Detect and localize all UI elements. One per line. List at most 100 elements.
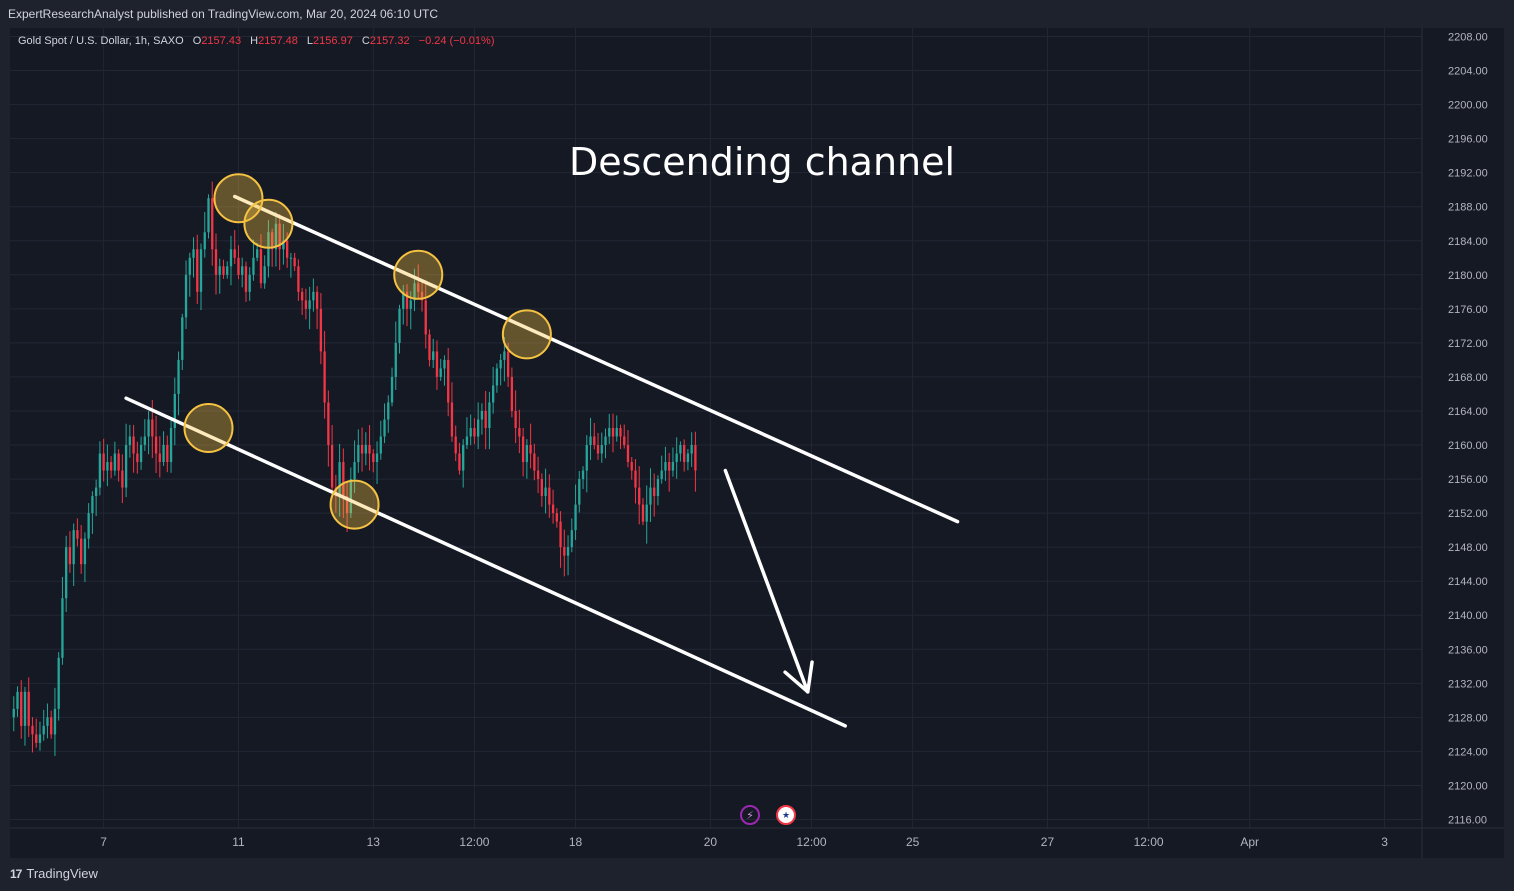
low-label: L bbox=[306, 35, 314, 47]
touch-point-circle[interactable] bbox=[213, 173, 264, 224]
candle-body bbox=[533, 453, 536, 471]
top-bar: ExpertResearchAnalyst published on Tradi… bbox=[0, 0, 1514, 28]
price-tick-label: 2148.00 bbox=[1448, 542, 1488, 554]
candle-body bbox=[473, 428, 476, 437]
candle-body bbox=[394, 342, 397, 377]
candle-body bbox=[683, 445, 686, 463]
candle-body bbox=[113, 453, 117, 471]
candle-body bbox=[192, 249, 195, 258]
candle-body bbox=[252, 257, 255, 275]
chart-pane[interactable]: 2116.00 2120.00 2124.00 2128.00 2132.00 2136.… bbox=[10, 28, 1504, 858]
price-chart[interactable]: 2116.00 2120.00 2124.00 2128.00 2132.00 2136.… bbox=[10, 28, 1504, 858]
us-flag-icon[interactable]: ★ bbox=[776, 805, 796, 825]
candle-body bbox=[469, 428, 472, 437]
forecast-arrow-head[interactable] bbox=[806, 660, 814, 694]
touch-point-circle[interactable] bbox=[393, 249, 444, 300]
candle-body bbox=[372, 453, 375, 463]
candle-body bbox=[57, 657, 60, 709]
candle-body bbox=[694, 445, 697, 471]
touch-point-circle[interactable] bbox=[501, 309, 552, 360]
candle-body bbox=[506, 351, 510, 377]
forecast-arrow-line[interactable] bbox=[723, 468, 810, 694]
high-value: 2157.48 bbox=[258, 35, 298, 47]
candle-body bbox=[375, 453, 379, 463]
candle-body bbox=[334, 487, 338, 497]
grid bbox=[10, 28, 1422, 828]
candle-body bbox=[31, 725, 34, 735]
candle-body bbox=[390, 376, 394, 403]
touch-point-circle[interactable] bbox=[243, 198, 294, 249]
candle-body bbox=[585, 445, 588, 471]
symbol-name: Gold Spot / U.S. Dollar, 1h, SAXO bbox=[18, 35, 184, 47]
candle-body bbox=[432, 351, 435, 360]
drawings[interactable] bbox=[124, 173, 960, 728]
symbol-legend[interactable]: Gold Spot / U.S. Dollar, 1h, SAXO O2157.… bbox=[18, 35, 495, 47]
candle-body bbox=[353, 462, 356, 480]
candle-body bbox=[510, 376, 514, 411]
time-tick-label: 20 bbox=[704, 835, 718, 849]
candle-body bbox=[188, 257, 191, 275]
candle-body bbox=[147, 419, 150, 437]
annotation-title[interactable]: Descending channel bbox=[569, 140, 955, 184]
price-tick-label: 2160.00 bbox=[1448, 440, 1488, 452]
candle-body bbox=[241, 266, 244, 275]
time-tick-label: 25 bbox=[906, 835, 920, 849]
candle-body bbox=[117, 453, 120, 471]
candle-body bbox=[169, 428, 173, 463]
candle-body bbox=[267, 232, 270, 267]
candle-body bbox=[641, 504, 645, 522]
candle-body bbox=[405, 291, 409, 309]
candle-body bbox=[181, 317, 184, 360]
touch-point-circle[interactable] bbox=[329, 479, 380, 530]
candle-body bbox=[574, 504, 577, 531]
candle-body bbox=[623, 436, 626, 446]
channel-upper-line[interactable] bbox=[232, 194, 960, 524]
candle-body bbox=[244, 266, 248, 292]
candle-body bbox=[80, 538, 83, 565]
candles bbox=[12, 181, 697, 756]
candle-body bbox=[675, 453, 678, 463]
candle-body bbox=[450, 402, 454, 437]
candle-body bbox=[417, 283, 420, 292]
candle-body bbox=[477, 419, 480, 437]
candle-body bbox=[357, 445, 360, 463]
candle-body bbox=[274, 223, 278, 250]
candle-body bbox=[551, 504, 555, 514]
candle-body bbox=[278, 223, 281, 250]
touch-point-circle[interactable] bbox=[183, 403, 234, 453]
price-tick-label: 2132.00 bbox=[1448, 678, 1488, 690]
candle-body bbox=[536, 470, 540, 480]
candle-body bbox=[102, 453, 105, 471]
price-tick-label: 2144.00 bbox=[1448, 576, 1488, 588]
candle-body bbox=[548, 487, 551, 505]
candle-body bbox=[83, 538, 87, 565]
candle-body bbox=[143, 436, 146, 446]
candle-body bbox=[91, 496, 94, 514]
lightning-icon[interactable]: ⚡ bbox=[740, 805, 760, 825]
open-value: 2157.43 bbox=[201, 35, 242, 47]
change-value: −0.24 (−0.01%) bbox=[418, 35, 495, 47]
channel-lower-line[interactable] bbox=[124, 396, 847, 728]
candle-body bbox=[76, 530, 79, 539]
bottom-bar bbox=[0, 858, 1514, 891]
candle-body bbox=[166, 445, 169, 463]
candle-body bbox=[271, 232, 274, 250]
candle-body bbox=[364, 445, 367, 454]
price-tick-label: 2176.00 bbox=[1448, 304, 1488, 316]
forecast-arrow-head[interactable] bbox=[783, 670, 810, 694]
candle-body bbox=[72, 530, 75, 565]
candle-body bbox=[349, 479, 352, 514]
tradingview-logo[interactable]: 17 TradingView bbox=[10, 866, 98, 881]
low-value: 2156.97 bbox=[313, 35, 353, 47]
time-tick-label: 12:00 bbox=[1134, 835, 1164, 849]
candle-body bbox=[424, 300, 427, 335]
candle-body bbox=[499, 359, 502, 369]
time-tick-label: 7 bbox=[100, 835, 107, 849]
candle-body bbox=[207, 198, 210, 233]
time-tick-label: 18 bbox=[569, 835, 583, 849]
publish-info: ExpertResearchAnalyst published on Tradi… bbox=[8, 7, 439, 21]
candle-body bbox=[488, 402, 491, 428]
candle-body bbox=[649, 487, 652, 505]
candle-body bbox=[645, 504, 648, 522]
candle-body bbox=[596, 445, 600, 454]
